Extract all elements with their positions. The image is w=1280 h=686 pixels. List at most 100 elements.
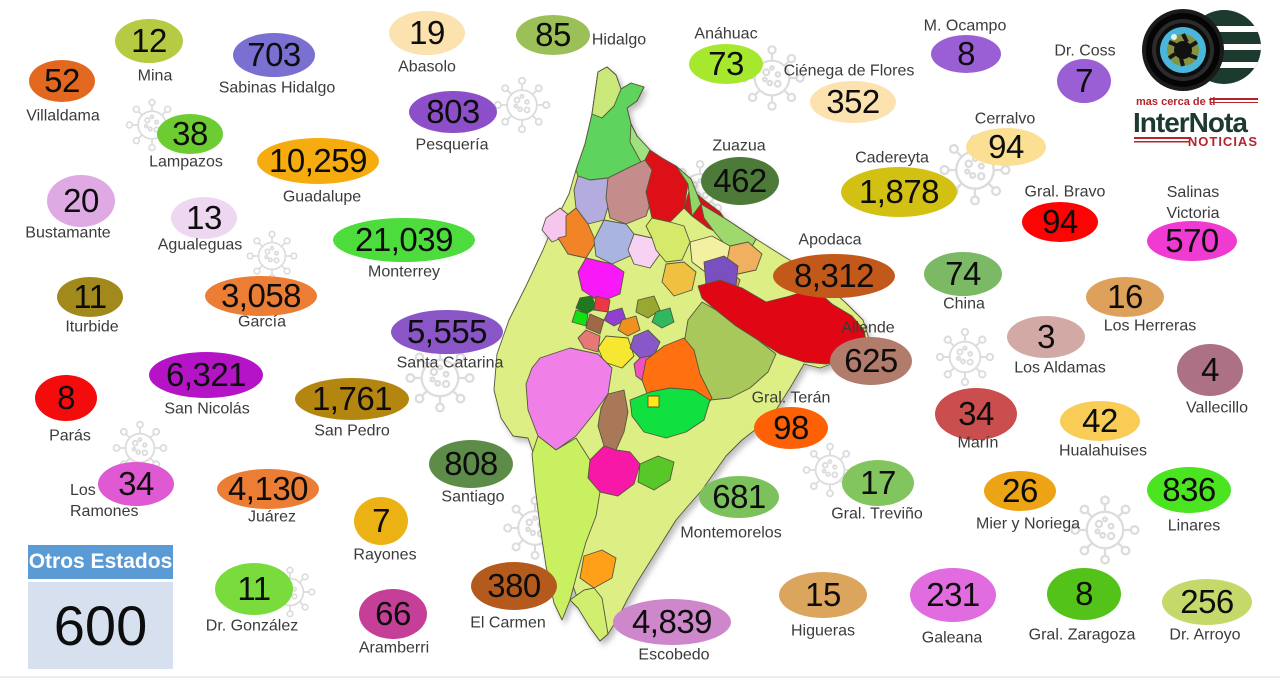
municipality-value: 38 <box>172 115 208 152</box>
logo-subtitle: NOTICIAS <box>1188 134 1258 148</box>
municipality-bubble-linares: 836 <box>1147 467 1231 513</box>
municipality-value: 570 <box>1165 222 1219 259</box>
municipality-label-linares: Linares <box>1167 517 1221 535</box>
municipality-bubble-anahuac: 73 <box>689 44 763 84</box>
municipality-label-apodaca: Apodaca <box>798 231 862 249</box>
municipality-bubble-hidalgo: 85 <box>516 15 590 55</box>
municipality-value: 808 <box>444 445 498 482</box>
municipality-label-cienega-de-flores: Ciénega de Flores <box>783 62 915 80</box>
municipality-label-vallecillo: Vallecillo <box>1186 399 1248 417</box>
nuevo-leon-map <box>493 66 870 642</box>
municipality-label-zuazua: Zuazua <box>712 137 766 155</box>
municipality-value: 34 <box>118 465 154 502</box>
municipality-bubble-cerralvo: 94 <box>966 128 1046 166</box>
municipality-value: 3,058 <box>220 277 302 314</box>
municipality-label-garcia: García <box>237 313 287 331</box>
municipality-label-villaldama: Villaldama <box>26 107 100 125</box>
other-states-title: Otros Estados <box>28 545 173 579</box>
municipality-value: 74 <box>945 255 981 292</box>
municipality-value: 34 <box>958 395 994 432</box>
municipality-label-guadalupe: Guadalupe <box>282 188 362 206</box>
municipality-value: 11 <box>237 570 271 607</box>
municipality-bubble-cadereyta: 1,878 <box>841 167 957 217</box>
municipality-bubble-aramberri: 66 <box>359 589 427 639</box>
municipality-label-salinas-victoria: Salinas Victoria <box>1166 184 1220 222</box>
municipality-label-dr-gonzalez: Dr. González <box>205 617 299 635</box>
municipality-value: 52 <box>44 62 80 99</box>
municipality-value: 681 <box>712 478 766 515</box>
municipality-value: 26 <box>1002 472 1038 509</box>
municipality-value: 1,761 <box>311 380 393 417</box>
municipality-bubble-pesqueria: 803 <box>409 91 497 133</box>
municipality-value: 21,039 <box>355 221 453 258</box>
municipality-value: 85 <box>535 16 571 53</box>
municipality-label-aramberri: Aramberri <box>358 639 430 657</box>
bottom-divider <box>0 676 1280 678</box>
municipality-value: 42 <box>1082 402 1118 439</box>
municipality-value: 98 <box>773 409 809 446</box>
municipality-label-gral-trevino: Gral. Treviño <box>831 505 923 523</box>
municipality-bubble-apodaca: 8,312 <box>773 254 895 298</box>
municipality-value: 625 <box>844 342 898 379</box>
municipality-label-pesqueria: Pesquería <box>415 136 489 154</box>
municipality-bubble-guadalupe: 10,259 <box>257 138 379 184</box>
municipality-value: 11 <box>73 278 107 315</box>
municipality-label-cerralvo: Cerralvo <box>974 110 1036 128</box>
logo-brand: InterNota <box>1133 107 1248 138</box>
municipality-bubble-villaldama: 52 <box>29 60 95 102</box>
municipality-bubble-agualeguas: 13 <box>171 197 237 239</box>
municipality-bubble-higueras: 15 <box>779 572 867 618</box>
other-states-value: 600 <box>28 582 173 669</box>
municipality-value: 16 <box>1107 278 1143 315</box>
municipality-bubble-abasolo: 19 <box>389 11 465 55</box>
camera-lens-icon <box>1142 9 1224 91</box>
municipality-label-agualeguas: Agualeguas <box>157 236 243 254</box>
municipality-label-el-carmen: El Carmen <box>470 614 546 632</box>
municipality-bubble-gral-zaragoza: 8 <box>1047 568 1121 620</box>
municipality-bubble-garcia: 3,058 <box>205 276 317 316</box>
municipality-value: 4,130 <box>227 470 309 507</box>
municipality-bubble-allende: 625 <box>830 337 912 385</box>
municipality-label-lampazos: Lampazos <box>149 153 223 171</box>
virus-icon <box>935 327 995 387</box>
municipality-bubble-monterrey: 21,039 <box>333 218 475 262</box>
municipality-value: 803 <box>426 93 480 130</box>
municipality-value: 352 <box>826 83 880 120</box>
municipality-bubble-los-herreras: 16 <box>1086 277 1164 317</box>
municipality-value: 8 <box>957 35 975 72</box>
municipality-label-m-ocampo: M. Ocampo <box>923 17 1007 35</box>
municipality-bubble-lampazos: 38 <box>157 114 223 154</box>
municipality-label-abasolo: Abasolo <box>398 58 456 76</box>
municipality-value: 462 <box>713 162 767 199</box>
municipality-value: 15 <box>805 576 841 613</box>
municipality-label-paras: Parás <box>49 427 91 445</box>
municipality-value: 1,878 <box>858 173 940 210</box>
municipality-value: 17 <box>860 464 896 501</box>
municipality-label-montemorelos: Montemorelos <box>680 524 782 542</box>
municipality-bubble-bustamante: 20 <box>47 175 115 227</box>
municipality-label-hualahuises: Hualahuises <box>1058 442 1148 460</box>
municipality-bubble-montemorelos: 681 <box>699 476 779 518</box>
municipality-bubble-gral-trevino: 17 <box>842 460 914 506</box>
municipality-value: 73 <box>708 45 744 82</box>
municipality-value: 703 <box>247 36 301 73</box>
municipality-label-anahuac: Anáhuac <box>694 25 758 43</box>
municipality-value: 8 <box>57 379 75 416</box>
municipality-label-juarez: Juárez <box>247 508 297 526</box>
municipality-label-gral-bravo: Gral. Bravo <box>1024 183 1106 201</box>
municipality-bubble-marin: 34 <box>935 388 1017 440</box>
municipality-value: 66 <box>375 595 411 632</box>
municipality-bubble-dr-gonzalez: 11 <box>215 563 293 615</box>
municipality-label-escobedo: Escobedo <box>638 646 710 664</box>
municipality-label-santa-catarina: Santa Catarina <box>396 354 504 372</box>
municipality-label-hidalgo: Hidalgo <box>591 31 647 49</box>
municipality-value: 836 <box>1162 471 1216 508</box>
municipality-bubble-santiago: 808 <box>429 440 513 488</box>
municipality-label-san-pedro: San Pedro <box>314 422 390 440</box>
municipality-bubble-san-pedro: 1,761 <box>295 378 409 420</box>
municipality-bubble-san-nicolas: 6,321 <box>149 352 263 398</box>
municipality-bubble-los-ramones: 34 <box>98 462 174 506</box>
municipality-label-mier-y-noriega: Mier y Noriega <box>975 515 1081 533</box>
municipality-value: 231 <box>926 576 980 613</box>
municipality-label-dr-coss: Dr. Coss <box>1054 42 1116 60</box>
